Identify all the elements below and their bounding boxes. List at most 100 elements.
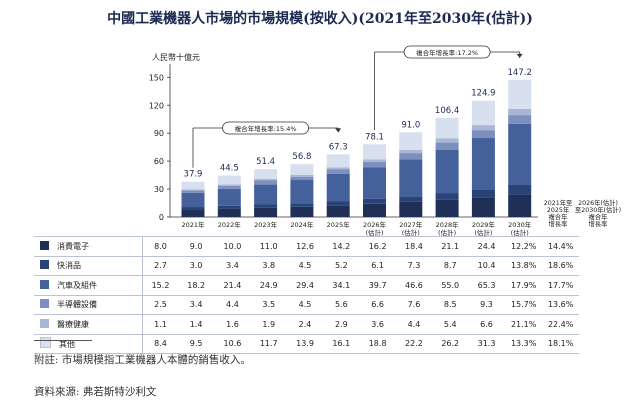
table-cell: 7.6	[395, 294, 433, 315]
legend-swatch	[40, 240, 49, 250]
table-cell: 55.0	[432, 275, 469, 295]
y-tick-label: 150	[149, 73, 164, 82]
table-cell: 1.6	[214, 314, 251, 334]
bar-total-label: 106.4	[435, 106, 459, 116]
cagr-label: 複合年增長率:15.4%	[235, 124, 297, 133]
bar-segment	[471, 100, 495, 126]
bar-segment	[290, 175, 314, 177]
series-label-cell: 汽車及組件	[34, 275, 143, 295]
series-name: 醫療健康	[57, 319, 89, 329]
table-cell: 12.6	[286, 236, 324, 256]
table-cell: 16.2	[359, 236, 396, 256]
table-cell: 39.7	[359, 275, 396, 295]
series-name: 消費電子	[57, 241, 89, 251]
x-tick-label: (估計)	[438, 228, 456, 237]
cagr-2026-2030-cell: 22.4%	[542, 314, 579, 334]
bar-segment	[326, 173, 350, 202]
bar-segment	[181, 190, 205, 193]
bar-segment	[471, 130, 495, 139]
table-cell: 10.4	[468, 255, 505, 276]
table-cell: 21.1	[432, 236, 469, 256]
x-tick-label: (估計)	[402, 228, 420, 237]
cagr-header-1: 2021年至	[544, 198, 573, 207]
legend-swatch	[40, 318, 49, 328]
cagr-2021-2025-cell: 21.1%	[504, 314, 543, 334]
table-cell: 4.5	[286, 255, 324, 276]
bar-segment	[508, 123, 532, 185]
cagr-2021-2025-cell: 15.7%	[504, 294, 543, 315]
legend-swatch	[40, 337, 51, 349]
table-cell: 6.6	[468, 314, 505, 334]
table-cell: 8.4	[142, 333, 178, 354]
table-row: 半導體設備 2.5 3.4 4.4 3.5 4.5 5.6 6.6 7.6 8.5 9.3 15.7%…	[34, 294, 579, 315]
table-cell: 3.4	[178, 294, 215, 315]
bar-segment	[254, 180, 278, 185]
table-cell: 5.4	[432, 314, 469, 334]
stacked-bar-chart: 人民幣十億元 0 30 60 90 120 150 37.9 2021年 44.5 2022年 51.…	[149, 45, 621, 237]
table-cell: 2.9	[323, 314, 360, 334]
bar-segment	[508, 108, 532, 116]
table-row: 快消品 2.7 3.0 3.4 3.8 4.5 5.2 6.1 7.3 8.7 10.4 13.8% 1…	[34, 255, 579, 276]
y-tick-label: 60	[154, 157, 164, 166]
table-cell: 18.4	[395, 236, 433, 256]
cagr-2026-2030-cell: 13.6%	[542, 294, 579, 315]
legend-swatch	[40, 260, 49, 270]
series-label-cell: 其他	[34, 333, 143, 354]
x-tick-label: 2021年	[181, 220, 205, 229]
bar-total-label: 67.3	[329, 142, 348, 152]
series-label-cell: 消費電子	[34, 236, 143, 256]
table-cell: 29.4	[286, 275, 324, 295]
table-row: 消費電子 8.0 9.0 10.0 11.0 12.6 14.2 16.2 18.4 21.1 24…	[34, 236, 579, 256]
bar-total-label: 78.1	[365, 132, 384, 142]
y-tick-label: 120	[149, 101, 164, 110]
bar-segment	[363, 203, 386, 217]
bar-segment	[435, 199, 459, 217]
x-tick-label: 2025年	[327, 220, 351, 229]
bar-segment	[363, 161, 386, 168]
bar-segment	[363, 159, 386, 162]
x-tick-label: 2030年	[508, 220, 532, 229]
bar-segment	[363, 144, 386, 160]
table-cell: 4.4	[395, 314, 433, 334]
cagr-2026-2030-cell: 14.4%	[542, 236, 579, 256]
bar-segment	[399, 149, 423, 154]
bar-segment	[290, 203, 314, 207]
table-cell: 34.1	[323, 275, 360, 295]
bar-segment	[254, 179, 278, 181]
table-cell: 11.7	[250, 333, 287, 354]
x-tick-label: 2024年	[290, 220, 314, 229]
bar-segment	[326, 167, 350, 170]
table-cell: 11.0	[250, 236, 287, 256]
data-table: 消費電子 8.0 9.0 10.0 11.0 12.6 14.2 16.2 18.4 21.1 24…	[34, 236, 579, 354]
table-cell: 4.4	[214, 294, 251, 315]
cagr-2021-2025-cell: 13.3%	[504, 333, 543, 354]
bar-segment	[399, 196, 423, 202]
cagr-header-2: 增長率	[589, 219, 608, 228]
table-cell: 9.0	[178, 236, 215, 256]
bar-segment	[508, 115, 532, 124]
bar-segment	[435, 138, 459, 143]
cagr-2026-2030-cell: 17.7%	[542, 275, 579, 295]
series-name: 快消品	[57, 261, 81, 271]
table-cell: 8.5	[432, 294, 469, 315]
cagr-label-box	[222, 121, 310, 135]
table-cell: 10.6	[214, 333, 251, 354]
table-cell: 31.3	[468, 333, 505, 354]
x-tick-label: (估計)	[365, 228, 383, 237]
table-cell: 2.4	[286, 314, 324, 334]
bar-total-label: 124.9	[471, 89, 495, 99]
table-cell: 3.0	[178, 255, 215, 276]
bar-segment	[399, 159, 423, 197]
x-tick-label: 2022年	[218, 220, 242, 229]
table-cell: 9.5	[178, 333, 215, 354]
bar-segment	[326, 169, 350, 174]
table-cell: 2.7	[142, 255, 178, 276]
table-cell: 1.9	[250, 314, 287, 334]
bar-segment	[399, 201, 423, 217]
table-row: 汽車及組件 15.2 18.2 21.4 24.9 29.4 34.1 39.7 46.6 55.…	[34, 275, 579, 295]
bar-segment	[290, 176, 314, 181]
x-tick-label: 2028年	[436, 220, 460, 229]
bar-segment	[254, 207, 278, 217]
bar-segment	[399, 153, 423, 160]
bar-segment	[471, 125, 495, 131]
